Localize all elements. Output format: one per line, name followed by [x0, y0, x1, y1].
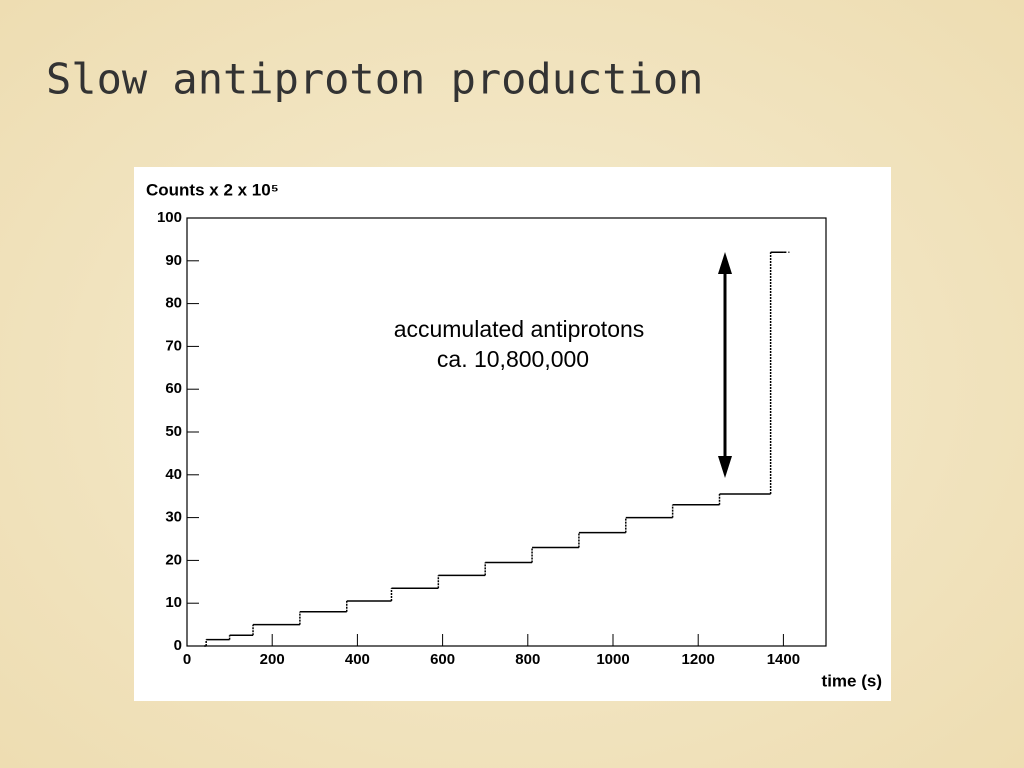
x-tick-label: 1000	[596, 651, 629, 668]
y-axis-label: Counts x 2 x 10⁵	[146, 180, 279, 199]
y-tick-label: 60	[165, 380, 182, 397]
y-tick-label: 40	[165, 466, 182, 483]
annotation: ca. 10,800,000	[437, 346, 589, 372]
y-tick-label: 30	[165, 509, 182, 526]
y-tick-label: 20	[165, 551, 182, 568]
y-tick-label: 70	[165, 337, 182, 354]
x-tick-label: 600	[430, 651, 455, 668]
x-tick-label: 1200	[682, 651, 715, 668]
chart-panel	[134, 167, 891, 701]
x-tick-label: 400	[345, 651, 370, 668]
x-tick-label: 200	[260, 651, 285, 668]
x-axis-label: time (s)	[822, 671, 882, 690]
x-tick-label: 1400	[767, 651, 800, 668]
y-tick-label: 10	[165, 594, 182, 611]
x-tick-label: 0	[183, 651, 191, 668]
arrow	[718, 252, 732, 478]
y-tick-label: 90	[165, 252, 182, 269]
y-tick-label: 100	[157, 209, 182, 226]
y-tick-label: 0	[174, 637, 182, 654]
annotation: accumulated antiprotons	[394, 316, 645, 342]
y-tick-label: 80	[165, 295, 182, 312]
x-tick-label: 800	[515, 651, 540, 668]
y-tick-label: 50	[165, 423, 182, 440]
slide-title: Slow antiproton production	[46, 55, 703, 104]
